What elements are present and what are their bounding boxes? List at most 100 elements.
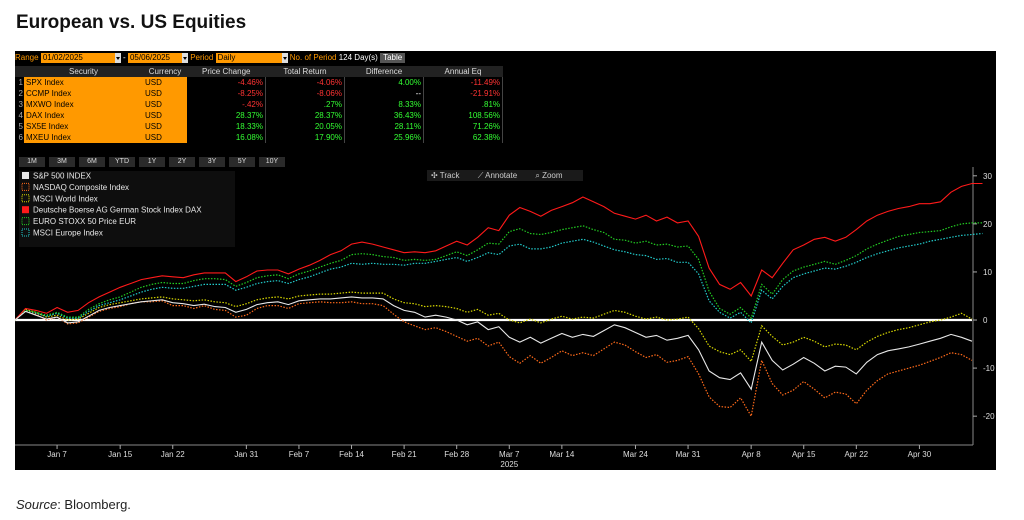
legend-swatch-3 (22, 206, 29, 214)
y-tick-label: 20 (983, 220, 992, 229)
table-cell-currency: USD (143, 110, 187, 121)
period-button[interactable]: 2Y (169, 157, 195, 167)
table-cell-currency: USD (143, 132, 187, 143)
period-button[interactable]: 6M (79, 157, 105, 167)
table-cell-annual-eq: 62.38% (423, 132, 503, 143)
table-header-currency: Currency (143, 66, 187, 77)
table-cell-difference: 25.96% (344, 132, 424, 143)
table-cell-currency: USD (143, 99, 187, 110)
table-header-security: Security (24, 66, 143, 77)
period-button[interactable]: YTD (109, 157, 135, 167)
table-row[interactable]: 3 MXWO Index USD -.42% .27% 8.33% .81% (15, 99, 503, 110)
table-cell-total-return: -4.06% (265, 77, 345, 88)
x-tick-label: Jan 22 (161, 450, 186, 459)
table-row[interactable]: 6 MXEU Index USD 16.08% 17.90% 25.96% 62.38% (15, 132, 503, 143)
table-row[interactable]: 4 DAX Index USD 28.37% 28.37% 36.43% 108.56% (15, 110, 503, 121)
table-row[interactable]: 5 SX5E Index USD 18.33% 20.05% 28.11% 71.26% (15, 121, 503, 132)
track-label: Track (439, 171, 460, 180)
period-button[interactable]: 1M (19, 157, 45, 167)
table-button[interactable]: Table (380, 53, 406, 63)
series-line-0 (15, 296, 973, 391)
series-line-2 (15, 291, 973, 363)
num-period-label: No. of Period (289, 53, 337, 62)
x-tick-label: Feb 21 (392, 450, 417, 459)
table-cell-currency: USD (143, 121, 187, 132)
bloomberg-terminal-panel: Range 01/02/2025 - 05/06/2025 Period Dai… (15, 51, 996, 470)
table-cell-price-change: 16.08% (187, 132, 266, 143)
table-cell-total-return: -8.06% (265, 88, 345, 99)
x-tick-label: Feb 7 (289, 450, 310, 459)
table-cell-price-change: -.42% (187, 99, 266, 110)
table-cell-security[interactable]: CCMP Index (24, 88, 143, 99)
series-line-4 (15, 222, 983, 321)
table-row[interactable]: 1 SPX Index USD -4.46% -4.06% 4.00% -11.49% (15, 77, 503, 88)
series-line-1 (15, 300, 973, 418)
legend-box (19, 171, 235, 247)
table-cell-price-change: -8.25% (187, 88, 266, 99)
num-period-value[interactable]: 124 Day(s) (338, 53, 378, 62)
period-button[interactable]: 3M (49, 157, 75, 167)
end-date-field[interactable]: 05/06/2025 (127, 53, 182, 63)
table-cell-annual-eq: 71.26% (423, 121, 503, 132)
source-text: : Bloomberg. (57, 497, 131, 512)
line-chart: 30 20 10 0 -10 -20 Jan 7 Jan 15 Jan 22 Jan 31 Feb … (15, 167, 995, 469)
period-button[interactable]: 5Y (229, 157, 255, 167)
table-cell-security[interactable]: MXEU Index (24, 132, 143, 143)
track-button[interactable]: ✣ Track (431, 171, 460, 180)
legend-swatch-5 (21, 228, 30, 237)
period-button[interactable]: 1Y (139, 157, 165, 167)
period-buttons: 1M 3M 6M YTD 1Y 2Y 3Y 5Y 10Y (19, 157, 289, 167)
legend-swatch-4 (21, 217, 30, 226)
table-cell-annual-eq: -21.91% (423, 88, 503, 99)
legend-swatch-2 (21, 194, 30, 203)
table-cell-security[interactable]: SPX Index (24, 77, 143, 88)
table-cell-total-return: 28.37% (265, 110, 345, 121)
year-label: 2025 (500, 460, 518, 469)
x-tick-label: Feb 14 (339, 450, 364, 459)
source-label: Source (16, 497, 58, 512)
table-header-index (15, 66, 24, 77)
start-date-dropdown-icon[interactable] (114, 53, 121, 63)
y-tick-label: 10 (983, 268, 992, 277)
period-button[interactable]: 3Y (199, 157, 225, 167)
source-note: Source: Bloomberg. (16, 497, 131, 512)
table-cell-difference: 28.11% (344, 121, 424, 132)
period-button[interactable]: 10Y (259, 157, 285, 167)
start-date-field[interactable]: 01/02/2025 (40, 53, 115, 63)
table-cell-difference: 36.43% (344, 110, 424, 121)
table-row[interactable]: 2 CCMP Index USD -8.25% -8.06% -- -21.91% (15, 88, 503, 99)
x-tick-label: Jan 7 (47, 450, 67, 459)
zoom-button[interactable]: ⌕ Zoom (535, 171, 563, 180)
x-tick-label: Apr 8 (742, 450, 762, 459)
table-cell-difference: -- (344, 88, 424, 99)
table-cell-security[interactable]: MXWO Index (24, 99, 143, 110)
table-cell-index: 1 (18, 78, 23, 87)
table-cell-security[interactable]: SX5E Index (24, 121, 143, 132)
table-cell-difference: 4.00% (344, 77, 424, 88)
table-cell-security[interactable]: DAX Index (24, 110, 143, 121)
y-tick-label: -10 (983, 364, 995, 373)
series-line-3 (15, 182, 983, 321)
period-dropdown-icon[interactable] (281, 53, 288, 63)
page-title: European vs. US Equities (16, 12, 247, 33)
period-select[interactable]: Daily (215, 53, 282, 63)
table-cell-index: 6 (18, 133, 23, 142)
table-header-difference: Difference (344, 66, 424, 77)
table-cell-annual-eq: 108.56% (423, 110, 503, 121)
legend-label-0: S&P 500 INDEX (33, 172, 92, 181)
x-tick-label: Apr 30 (908, 450, 932, 459)
table-cell-currency: USD (143, 77, 187, 88)
table-cell-index: 2 (18, 89, 23, 98)
legend-label-2: MSCI World Index (33, 194, 98, 203)
x-tick-label: Jan 15 (108, 450, 133, 459)
table-cell-annual-eq: -11.49% (423, 77, 503, 88)
x-tick-label: Mar 31 (676, 450, 701, 459)
end-date-dropdown-icon[interactable] (181, 53, 188, 63)
table-cell-total-return: 20.05% (265, 121, 345, 132)
annotate-button[interactable]: ⟋ Annotate (477, 171, 518, 180)
legend-swatch-1 (21, 182, 30, 191)
y-tick-label: -20 (983, 412, 995, 421)
table-header-price-change: Price Change (187, 66, 266, 77)
legend-label-5: MSCI Europe Index (33, 229, 103, 238)
controls-bar: Range 01/02/2025 - 05/06/2025 Period Dai… (15, 53, 406, 65)
